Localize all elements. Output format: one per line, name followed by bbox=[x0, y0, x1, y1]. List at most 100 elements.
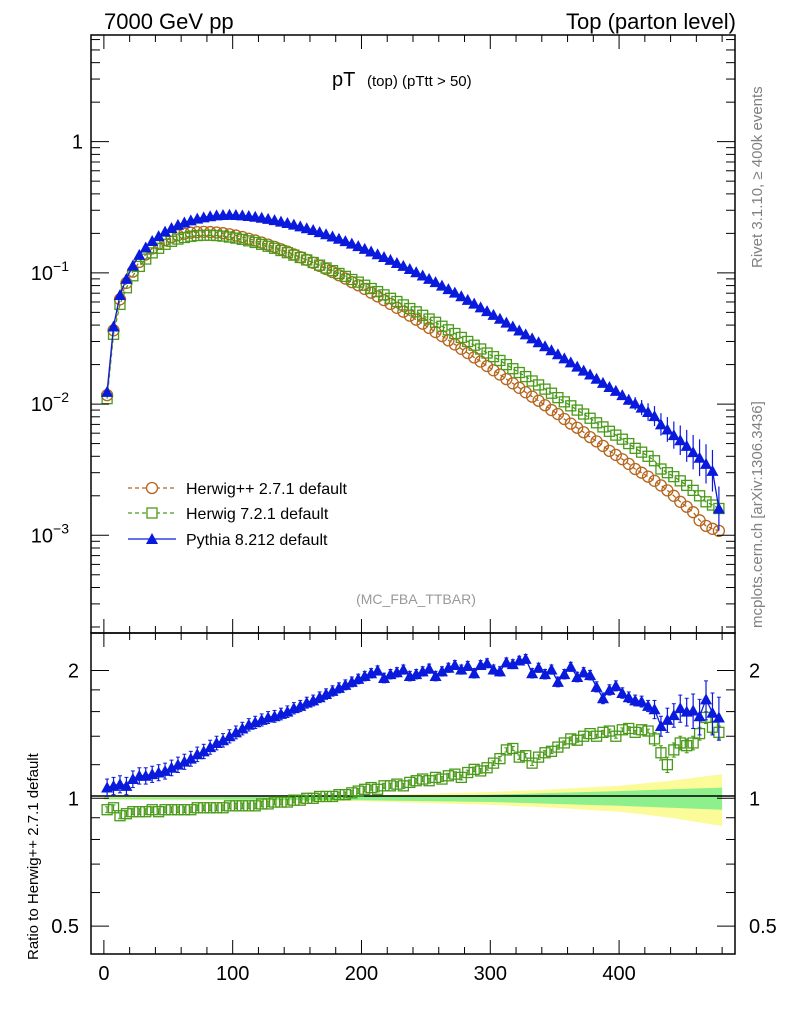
main-ytick-exp: −3 bbox=[53, 520, 69, 536]
ratio-pythia-point bbox=[461, 659, 474, 671]
ratio-herwig7-point bbox=[256, 798, 268, 810]
herwig7-point bbox=[384, 292, 397, 304]
ratio-pythia-point bbox=[616, 686, 629, 698]
pythia-point bbox=[603, 380, 616, 392]
ratio-pythia-point bbox=[429, 670, 442, 682]
herwigpp-point bbox=[603, 444, 616, 458]
ratio-pythia-point bbox=[551, 675, 564, 687]
legend-label: Pythia 8.212 default bbox=[186, 532, 328, 549]
herwigpp-point bbox=[249, 234, 262, 247]
pythia-point bbox=[506, 320, 519, 332]
herwig7-point bbox=[417, 309, 429, 321]
ratio-pythia-point bbox=[126, 773, 139, 785]
pythia-point bbox=[493, 312, 506, 324]
ratio-herwig7-point bbox=[507, 742, 519, 755]
main-ytick-label: 10−1 bbox=[31, 258, 69, 285]
herwig7-point bbox=[487, 350, 500, 363]
ratio-herwig7-point bbox=[494, 752, 506, 765]
herwig7-point bbox=[352, 276, 364, 288]
ratio-herwig7-point bbox=[313, 790, 326, 803]
ratio-herwig7-point bbox=[281, 796, 294, 808]
ratio-herwig7-point bbox=[565, 733, 577, 745]
ratio-pythia-point bbox=[397, 663, 410, 675]
ratio-herwig7-point bbox=[378, 780, 390, 792]
ratio-herwig7-point bbox=[146, 804, 158, 816]
herwigpp-point bbox=[493, 368, 507, 381]
herwig7-point bbox=[668, 470, 680, 483]
ratio-pythia-point bbox=[416, 665, 429, 677]
ratio-pythia-point bbox=[313, 691, 326, 703]
ratio-pythia-point bbox=[223, 730, 236, 742]
ratio-ytick-label: 1 bbox=[68, 788, 79, 810]
pythia-point bbox=[455, 290, 468, 302]
herwig7-point bbox=[610, 429, 622, 441]
herwig7-point bbox=[217, 230, 229, 242]
ratio-pythia-point bbox=[687, 704, 700, 716]
ratio-herwig7-point bbox=[268, 796, 281, 808]
ratio-pythia-point bbox=[204, 741, 217, 753]
herwigpp-point bbox=[648, 474, 661, 487]
pythia-point bbox=[159, 225, 172, 237]
ratio-pythia-point bbox=[571, 671, 584, 683]
header-left: 7000 GeV pp bbox=[104, 9, 234, 34]
herwigpp-point bbox=[390, 301, 404, 314]
ratio-pythia-point bbox=[558, 668, 571, 680]
pythia-point bbox=[429, 276, 442, 288]
pythia-point bbox=[313, 226, 326, 238]
herwig7-point bbox=[320, 262, 332, 274]
legend-label: Herwig++ 2.7.1 default bbox=[186, 481, 348, 498]
ratio-herwig7-point bbox=[133, 806, 145, 818]
herwig7-point bbox=[346, 273, 358, 286]
ratio-pythia-point bbox=[545, 663, 558, 675]
ratio-herwig7-point bbox=[114, 810, 126, 822]
ratio-pythia-point bbox=[706, 706, 719, 718]
ratio-panel: 0.5 0.5 1 1 2 2 0 100 200 300 400 bbox=[51, 632, 777, 985]
ratio-herwig7-point bbox=[397, 780, 409, 792]
plot-subtitle: (top) (pTtt > 50) bbox=[367, 73, 472, 90]
herwig7-point bbox=[700, 496, 712, 508]
herwig7-point bbox=[603, 425, 616, 437]
herwig7-point bbox=[236, 233, 248, 246]
ratio-pythia-point bbox=[622, 691, 635, 703]
pythia-point bbox=[435, 279, 448, 291]
pythia-point bbox=[551, 348, 564, 360]
pythia-point bbox=[365, 245, 378, 257]
herwig7-point bbox=[513, 366, 525, 379]
herwig7-point bbox=[210, 229, 223, 242]
ratio-pythia-point bbox=[236, 722, 249, 734]
herwigpp-point bbox=[616, 453, 629, 466]
herwigpp-point bbox=[706, 522, 719, 535]
pythia-point bbox=[545, 344, 558, 356]
ratio-herwig7-point bbox=[635, 724, 648, 736]
ratio-pythia-point bbox=[178, 755, 191, 767]
herwigpp-point bbox=[352, 279, 365, 292]
herwigpp-point bbox=[403, 309, 416, 322]
legend-triangle-marker bbox=[146, 533, 158, 544]
ratio-herwig7-point bbox=[172, 804, 184, 816]
herwig7-point bbox=[313, 259, 326, 271]
xtick-label: 200 bbox=[345, 963, 378, 985]
ratio-herwig7-point bbox=[391, 778, 403, 790]
ratio-herwig7-point bbox=[365, 781, 377, 794]
pythia-point bbox=[500, 316, 513, 328]
ratio-pythia-point bbox=[184, 752, 197, 764]
ratio-herwig7-point bbox=[423, 775, 435, 787]
herwig7-point bbox=[706, 499, 719, 511]
ratio-herwig7-point bbox=[198, 802, 210, 814]
herwig7-point bbox=[172, 233, 184, 245]
ratio-herwig7-point bbox=[217, 802, 229, 814]
herwig7-point bbox=[281, 247, 294, 259]
herwig7-point bbox=[249, 236, 261, 249]
ratio-herwig7-point bbox=[152, 806, 165, 818]
ratio-pythia-point bbox=[165, 761, 178, 773]
ratio-herwig7-point bbox=[371, 783, 384, 795]
ratio-pythia-point bbox=[307, 694, 320, 706]
xtick-label: 0 bbox=[98, 963, 109, 985]
herwig7-point bbox=[494, 354, 506, 367]
plot-title: pT bbox=[332, 69, 355, 91]
ratio-herwig7-point bbox=[101, 804, 113, 816]
main-panel: 10−310−210−11 bbox=[31, 34, 736, 634]
ratio-herwig7-point bbox=[140, 806, 152, 818]
legend-label: Herwig 7.2.1 default bbox=[186, 506, 329, 523]
